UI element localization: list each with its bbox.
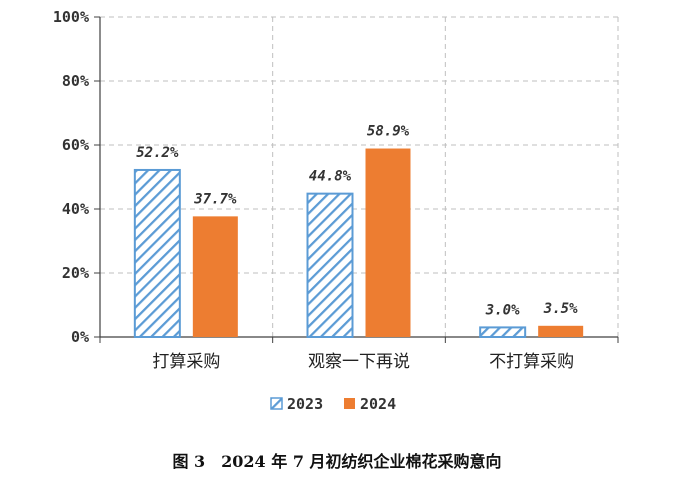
- x-tick-label: 打算采购: [152, 352, 220, 372]
- bar-2023-0: [133, 168, 181, 338]
- y-tick-label: 20%: [62, 264, 89, 282]
- bar-2024-1: [365, 148, 411, 337]
- y-tick-label: 60%: [62, 136, 89, 154]
- bar-2024-0: [192, 216, 238, 337]
- legend: 2023 2024: [270, 395, 396, 413]
- data-label-2024-0: 37.7%: [193, 191, 237, 207]
- legend-label-2024: 2024: [360, 395, 396, 413]
- data-label-2023-0: 52.2%: [136, 145, 179, 161]
- data-label-2024-1: 58.9%: [367, 124, 410, 140]
- legend-label-2023: 2023: [287, 395, 323, 413]
- bar-2024-2: [538, 325, 584, 337]
- figure-caption: 图 3 2024 年 7 月初纺织企业棉花采购意向: [172, 452, 501, 471]
- x-tick-label: 不打算采购: [489, 352, 574, 372]
- data-labels: 52.2% 44.8% 3.0% 37.7% 58.9% 3.5%: [136, 124, 578, 319]
- y-tick-label: 0%: [71, 328, 89, 346]
- y-tick-label: 100%: [53, 8, 89, 26]
- x-tick-label: 观察一下再说: [308, 352, 410, 372]
- data-label-2023-2: 3.0%: [485, 302, 520, 318]
- axes: 0% 20% 40% 60% 80% 100% 打算采购 观察一下再说 不打算采购: [53, 8, 619, 372]
- data-label-2023-1: 44.8%: [309, 169, 352, 185]
- data-label-2024-2: 3.5%: [543, 301, 578, 317]
- y-tick-label: 80%: [62, 72, 89, 90]
- legend-swatch-2023: [270, 397, 283, 410]
- bar-2023-1: [306, 192, 354, 338]
- bar-2023-2: [479, 326, 527, 338]
- y-tick-label: 40%: [62, 200, 89, 218]
- legend-swatch-2024: [344, 398, 355, 409]
- bars: [133, 148, 584, 338]
